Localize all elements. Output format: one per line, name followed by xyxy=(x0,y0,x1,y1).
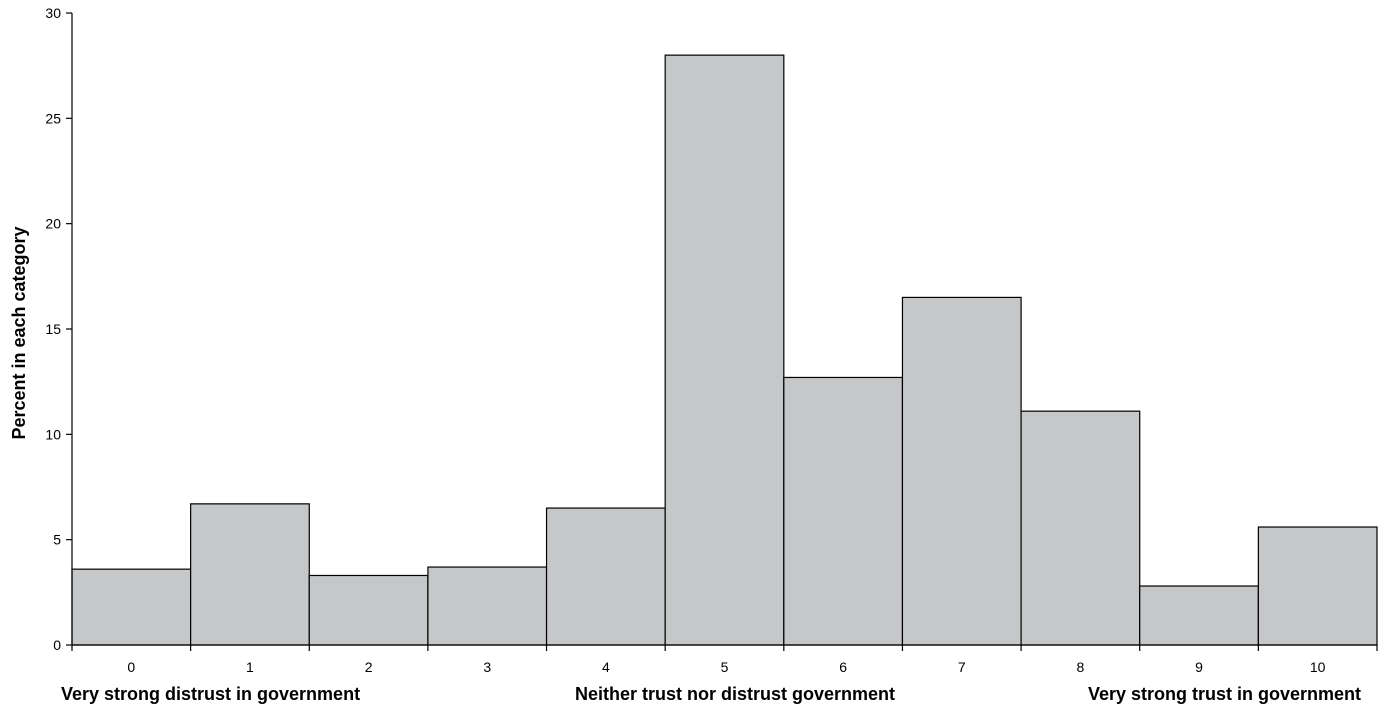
y-axis-title: Percent in each category xyxy=(9,226,29,439)
bar-8 xyxy=(1020,410,1141,646)
x-tick-label: 1 xyxy=(246,659,254,675)
x-tick-label: 2 xyxy=(365,659,373,675)
x-tick-label: 10 xyxy=(1310,659,1326,675)
scale-label-middle: Neither trust nor distrust government xyxy=(575,684,895,704)
y-tick-label: 5 xyxy=(53,532,61,548)
x-tick-label: 4 xyxy=(602,659,610,675)
scale-label-right: Very strong trust in government xyxy=(1088,684,1361,704)
scale-label-left: Very strong distrust in government xyxy=(61,684,360,704)
bar-7 xyxy=(901,296,1022,646)
x-tick-labels: 0 1 2 3 4 5 6 7 8 9 10 xyxy=(127,659,1325,675)
x-tick-label: 9 xyxy=(1195,659,1203,675)
x-tick-label: 6 xyxy=(839,659,847,675)
bar-0 xyxy=(71,568,192,646)
bar-2 xyxy=(308,574,429,646)
y-tick-label: 15 xyxy=(45,321,61,337)
x-tick-label: 3 xyxy=(483,659,491,675)
axes-layer xyxy=(66,12,1378,651)
y-tick-label: 30 xyxy=(45,5,61,21)
x-tick-label: 5 xyxy=(721,659,729,675)
bar-9 xyxy=(1139,585,1259,646)
y-tick-label: 0 xyxy=(53,637,61,653)
x-tick-label: 8 xyxy=(1077,659,1085,675)
y-tick-label: 10 xyxy=(45,426,61,442)
bar-4 xyxy=(545,507,666,646)
y-tick-labels: 0 5 10 15 20 25 30 xyxy=(45,5,61,653)
x-tick-label: 7 xyxy=(958,659,966,675)
x-tick-label: 0 xyxy=(127,659,135,675)
bars-layer xyxy=(71,54,1378,646)
y-tick-label: 20 xyxy=(45,216,61,232)
y-tick-label: 25 xyxy=(45,110,61,126)
bar-3 xyxy=(427,566,548,646)
bar-10 xyxy=(1257,526,1378,646)
bar-6 xyxy=(783,376,904,646)
bar-5 xyxy=(664,54,785,646)
bar-1 xyxy=(190,503,310,646)
